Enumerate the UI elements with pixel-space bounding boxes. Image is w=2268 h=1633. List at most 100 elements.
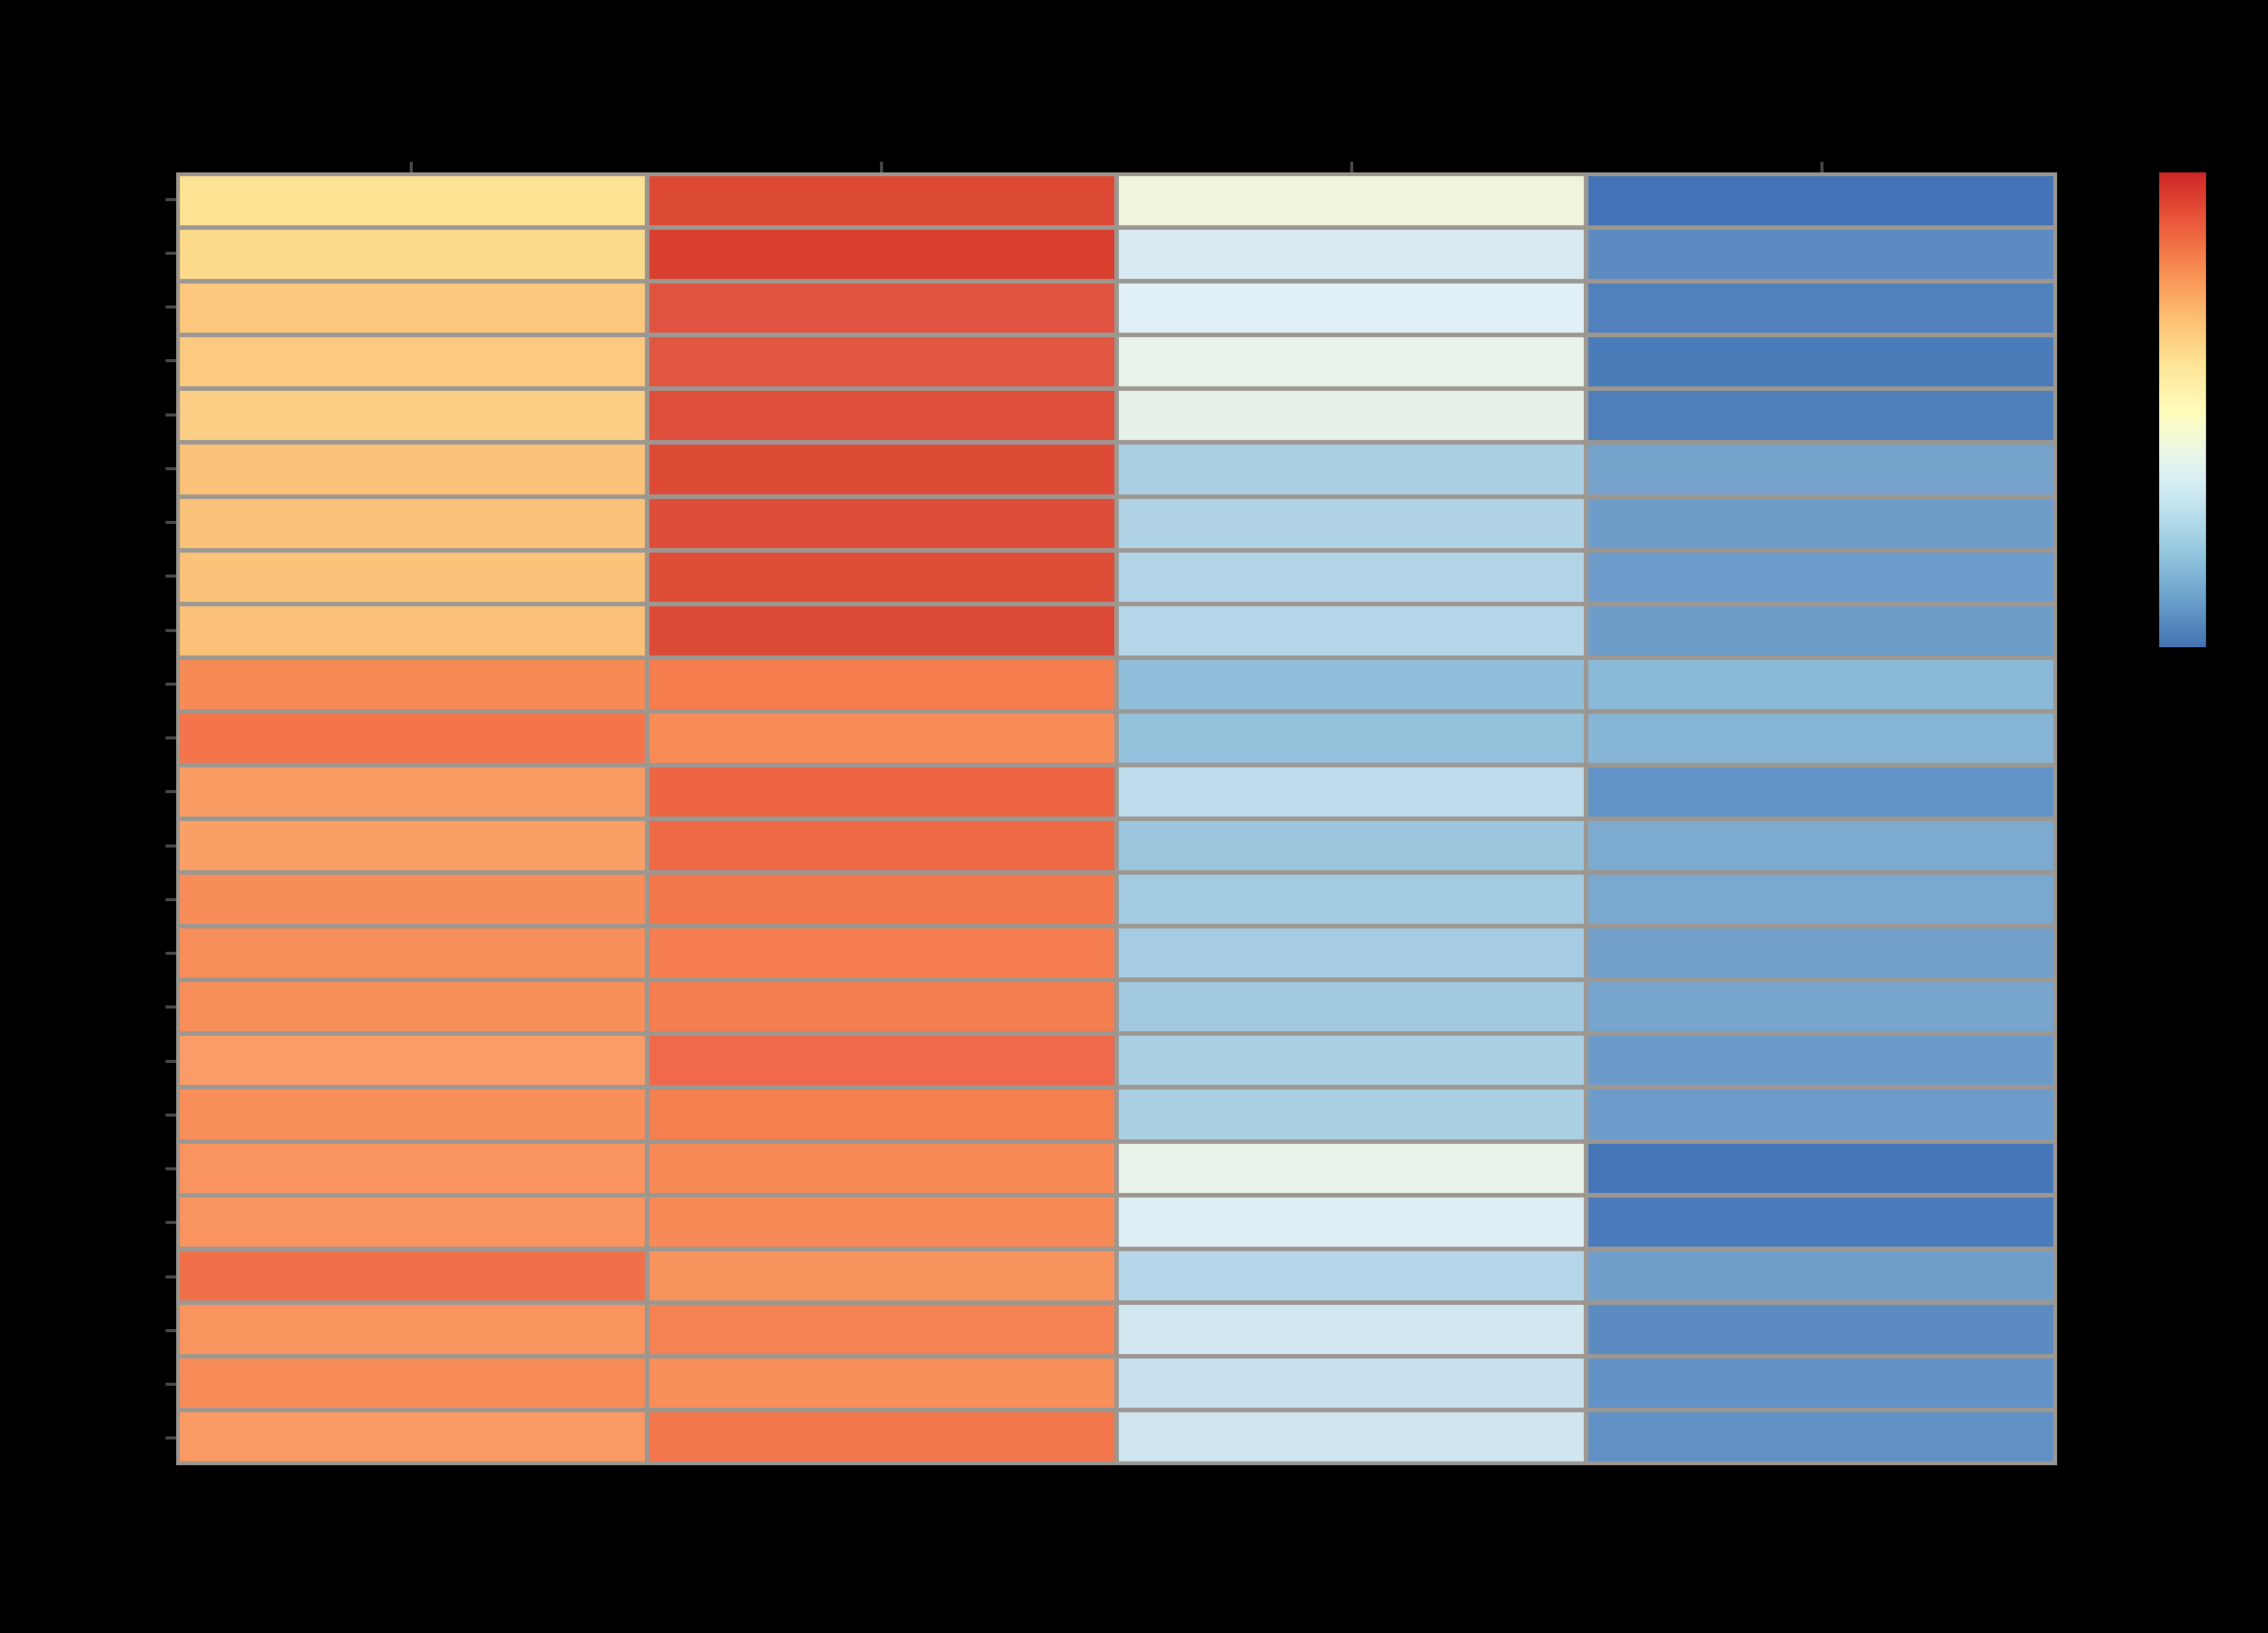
- heatmap-cell: [1119, 767, 1584, 816]
- heatmap-cell: [649, 284, 1114, 333]
- heatmap-cell: [1119, 552, 1584, 602]
- heatmap-cell: [1119, 1036, 1584, 1086]
- heatmap-cell: [1588, 1304, 2053, 1354]
- heatmap-cell: [1119, 498, 1584, 548]
- heatmap-cell: [1588, 659, 2053, 709]
- heatmap-cell: [180, 1250, 645, 1300]
- heatmap-cell: [180, 982, 645, 1032]
- heatmap-cell: [1588, 1143, 2053, 1193]
- y-tick: [166, 1167, 176, 1171]
- colorbar: [2159, 172, 2206, 647]
- heatmap-cell: [1588, 391, 2053, 441]
- heatmap-cell: [180, 1411, 645, 1461]
- heatmap-cell: [1588, 552, 2053, 602]
- heatmap-cell: [649, 1089, 1114, 1139]
- heatmap-cell: [180, 445, 645, 494]
- y-tick: [166, 466, 176, 470]
- heatmap-cell: [649, 875, 1114, 925]
- heatmap-cell: [180, 928, 645, 978]
- heatmap-cell: [180, 498, 645, 548]
- heatmap-cell: [1588, 821, 2053, 871]
- y-tick: [166, 1006, 176, 1009]
- heatmap-cell: [180, 391, 645, 441]
- heatmap-cell: [649, 1250, 1114, 1300]
- heatmap-cell: [1119, 1304, 1584, 1354]
- heatmap-cell: [649, 1143, 1114, 1193]
- heatmap-cell: [1119, 821, 1584, 871]
- heatmap-cell: [649, 821, 1114, 871]
- y-tick: [166, 521, 176, 525]
- heatmap-cell: [1119, 176, 1584, 226]
- heatmap-cell: [1588, 230, 2053, 280]
- heatmap-cell: [180, 606, 645, 655]
- heatmap-cell: [180, 713, 645, 763]
- heatmap-cell: [1119, 1197, 1584, 1247]
- y-tick: [166, 251, 176, 255]
- y-tick: [166, 682, 176, 686]
- heatmap-cell: [649, 176, 1114, 226]
- y-tick: [166, 1275, 176, 1278]
- heatmap-grid: [176, 172, 2057, 1465]
- heatmap-cell: [649, 445, 1114, 494]
- heatmap-cell: [1119, 982, 1584, 1032]
- heatmap-cell: [1588, 1036, 2053, 1086]
- heatmap-cell: [1119, 337, 1584, 387]
- heatmap-cell: [1119, 1143, 1584, 1193]
- heatmap-cell: [1588, 498, 2053, 548]
- heatmap-cell: [1119, 284, 1584, 333]
- heatmap-cell: [649, 1411, 1114, 1461]
- heatmap-cell: [1119, 1411, 1584, 1461]
- heatmap-cell: [1588, 875, 2053, 925]
- heatmap-cell: [1119, 230, 1584, 280]
- heatmap-cell: [1119, 928, 1584, 978]
- heatmap-cell: [649, 1304, 1114, 1354]
- y-tick: [166, 305, 176, 309]
- x-tick: [1820, 162, 1823, 172]
- heatmap-cell: [1119, 1089, 1584, 1139]
- heatmap-cell: [180, 1304, 645, 1354]
- x-tick: [1350, 162, 1353, 172]
- heatmap-cell: [180, 1143, 645, 1193]
- heatmap-cell: [1588, 1411, 2053, 1461]
- heatmap-cell: [180, 1197, 645, 1247]
- y-tick: [166, 413, 176, 417]
- heatmap-cell: [649, 337, 1114, 387]
- heatmap-cell: [1588, 1197, 2053, 1247]
- heatmap-cell: [1588, 767, 2053, 816]
- x-tick: [410, 162, 413, 172]
- heatmap-cell: [649, 659, 1114, 709]
- heatmap-cell: [180, 767, 645, 816]
- heatmap-cell: [1119, 875, 1584, 925]
- heatmap-cell: [180, 284, 645, 333]
- heatmap-cell: [1119, 659, 1584, 709]
- heatmap-cell: [1119, 391, 1584, 441]
- heatmap-cell: [1588, 1250, 2053, 1300]
- heatmap-cell: [649, 391, 1114, 441]
- y-tick: [166, 952, 176, 956]
- heatmap-cell: [1588, 606, 2053, 655]
- heatmap-cell: [649, 230, 1114, 280]
- heatmap-cell: [180, 875, 645, 925]
- heatmap-cell: [1119, 606, 1584, 655]
- heatmap-cell: [1119, 1250, 1584, 1300]
- heatmap-cell: [180, 821, 645, 871]
- y-tick: [166, 197, 176, 201]
- heatmap-cell: [649, 1358, 1114, 1408]
- heatmap-cell: [649, 1197, 1114, 1247]
- y-tick: [166, 790, 176, 794]
- y-tick: [166, 359, 176, 363]
- heatmap-cell: [1588, 284, 2053, 333]
- heatmap-cell: [1588, 928, 2053, 978]
- y-tick: [166, 1328, 176, 1332]
- heatmap-cell: [649, 606, 1114, 655]
- heatmap-cell: [649, 552, 1114, 602]
- heatmap-cell: [649, 928, 1114, 978]
- heatmap-cell: [649, 767, 1114, 816]
- y-tick: [166, 736, 176, 740]
- heatmap-cell: [649, 713, 1114, 763]
- heatmap-cell: [1588, 1089, 2053, 1139]
- heatmap-cell: [649, 1036, 1114, 1086]
- heatmap-cell: [1588, 713, 2053, 763]
- heatmap-cell: [180, 176, 645, 226]
